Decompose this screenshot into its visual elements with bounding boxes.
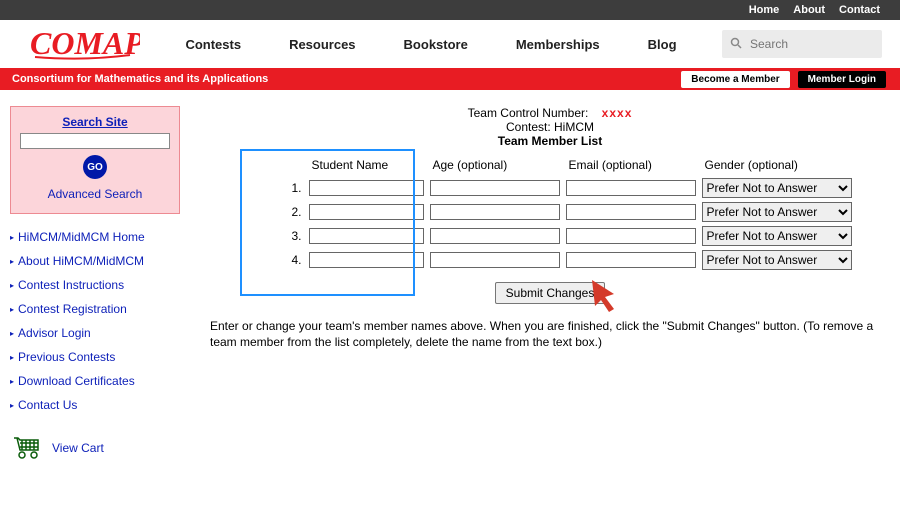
search-site-title[interactable]: Search Site bbox=[17, 115, 173, 129]
main-content: Team Control Number: xxxx Contest: HiMCM… bbox=[210, 106, 890, 463]
bullet-icon: ▸ bbox=[10, 305, 14, 314]
sidebar-links: ▸ HiMCM/MidMCM Home ▸ About HiMCM/MidMCM ▸… bbox=[10, 230, 180, 412]
members-table: Student Name Age (optional) Email (optio… bbox=[246, 156, 855, 272]
nav-blog[interactable]: Blog bbox=[648, 37, 677, 52]
table-row: 3. Prefer Not to Answer bbox=[246, 224, 855, 248]
bullet-icon: ▸ bbox=[10, 281, 14, 290]
gender-select-1[interactable]: Prefer Not to Answer bbox=[702, 178, 852, 198]
tagline: Consortium for Mathematics and its Appli… bbox=[12, 73, 268, 85]
sidebar-link-contact[interactable]: Contact Us bbox=[18, 398, 77, 412]
form-title: Team Member List bbox=[210, 134, 890, 148]
top-contact-link[interactable]: Contact bbox=[839, 4, 880, 16]
row-number: 4. bbox=[246, 248, 306, 272]
red-banner: Consortium for Mathematics and its Appli… bbox=[0, 68, 900, 90]
age-input-1[interactable] bbox=[430, 180, 560, 196]
sidebar-link-certificates[interactable]: Download Certificates bbox=[18, 374, 135, 388]
sidebar-link-instructions[interactable]: Contest Instructions bbox=[18, 278, 124, 292]
sidebar-link-advisor[interactable]: Advisor Login bbox=[18, 326, 91, 340]
col-age-header: Age (optional) bbox=[427, 156, 563, 176]
go-button[interactable]: GO bbox=[83, 155, 107, 179]
email-input-3[interactable] bbox=[566, 228, 696, 244]
table-row: 4. Prefer Not to Answer bbox=[246, 248, 855, 272]
submit-changes-button[interactable]: Submit Changes bbox=[495, 282, 606, 304]
view-cart-link[interactable]: View Cart bbox=[52, 441, 104, 455]
table-row: 2. Prefer Not to Answer bbox=[246, 200, 855, 224]
contest-line: Contest: HiMCM bbox=[210, 120, 890, 134]
tcn-value: xxxx bbox=[602, 106, 633, 120]
become-member-button[interactable]: Become a Member bbox=[681, 71, 789, 88]
search-icon bbox=[730, 37, 742, 52]
nav-memberships[interactable]: Memberships bbox=[516, 37, 600, 52]
top-about-link[interactable]: About bbox=[793, 4, 825, 16]
bullet-icon: ▸ bbox=[10, 401, 14, 410]
sidebar-link-about[interactable]: About HiMCM/MidMCM bbox=[18, 254, 144, 268]
col-name-header: Student Name bbox=[306, 156, 427, 176]
comap-logo[interactable]: COMAP bbox=[30, 26, 140, 62]
age-input-3[interactable] bbox=[430, 228, 560, 244]
nav-resources[interactable]: Resources bbox=[289, 37, 355, 52]
bullet-icon: ▸ bbox=[10, 257, 14, 266]
email-input-1[interactable] bbox=[566, 180, 696, 196]
email-input-4[interactable] bbox=[566, 252, 696, 268]
top-home-link[interactable]: Home bbox=[749, 4, 780, 16]
gender-select-4[interactable]: Prefer Not to Answer bbox=[702, 250, 852, 270]
age-input-2[interactable] bbox=[430, 204, 560, 220]
main-nav: COMAP Contests Resources Bookstore Membe… bbox=[0, 20, 900, 68]
name-input-4[interactable] bbox=[309, 252, 424, 268]
view-cart-row[interactable]: View Cart bbox=[10, 432, 180, 463]
name-input-2[interactable] bbox=[309, 204, 424, 220]
nav-contests[interactable]: Contests bbox=[185, 37, 241, 52]
tcn-label: Team Control Number: bbox=[468, 106, 589, 120]
email-input-2[interactable] bbox=[566, 204, 696, 220]
row-number: 3. bbox=[246, 224, 306, 248]
col-email-header: Email (optional) bbox=[563, 156, 699, 176]
nav-bookstore[interactable]: Bookstore bbox=[404, 37, 468, 52]
advanced-search-link[interactable]: Advanced Search bbox=[48, 187, 143, 201]
search-panel: Search Site GO Advanced Search bbox=[10, 106, 180, 214]
col-gender-header: Gender (optional) bbox=[699, 156, 855, 176]
member-login-button[interactable]: Member Login bbox=[798, 71, 886, 88]
table-row: 1. Prefer Not to Answer bbox=[246, 176, 855, 200]
nav-search-input[interactable] bbox=[748, 36, 874, 52]
age-input-4[interactable] bbox=[430, 252, 560, 268]
instructions-text: Enter or change your team's member names… bbox=[210, 318, 890, 350]
cart-icon bbox=[10, 432, 46, 463]
bullet-icon: ▸ bbox=[10, 329, 14, 338]
sidebar-link-home[interactable]: HiMCM/MidMCM Home bbox=[18, 230, 145, 244]
bullet-icon: ▸ bbox=[10, 353, 14, 362]
sidebar-link-registration[interactable]: Contest Registration bbox=[18, 302, 127, 316]
form-header: Team Control Number: xxxx Contest: HiMCM… bbox=[210, 106, 890, 148]
site-search-input[interactable] bbox=[20, 133, 170, 149]
gender-select-3[interactable]: Prefer Not to Answer bbox=[702, 226, 852, 246]
name-input-3[interactable] bbox=[309, 228, 424, 244]
name-input-1[interactable] bbox=[309, 180, 424, 196]
bullet-icon: ▸ bbox=[10, 233, 14, 242]
left-column: Search Site GO Advanced Search ▸ HiMCM/Mi… bbox=[10, 106, 180, 463]
nav-search[interactable] bbox=[722, 30, 882, 58]
top-bar: Home About Contact bbox=[0, 0, 900, 20]
row-number: 1. bbox=[246, 176, 306, 200]
gender-select-2[interactable]: Prefer Not to Answer bbox=[702, 202, 852, 222]
bullet-icon: ▸ bbox=[10, 377, 14, 386]
row-number: 2. bbox=[246, 200, 306, 224]
sidebar-link-previous[interactable]: Previous Contests bbox=[18, 350, 115, 364]
